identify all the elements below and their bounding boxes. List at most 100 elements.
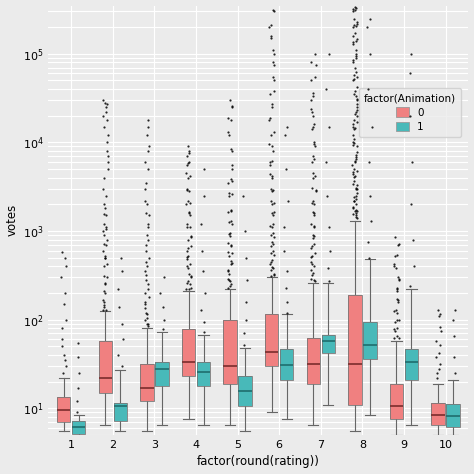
- Point: [103, 116, 111, 124]
- Point: [435, 306, 442, 313]
- Point: [184, 143, 191, 150]
- Point: [269, 238, 276, 246]
- Point: [349, 56, 357, 64]
- Point: [270, 7, 277, 14]
- Point: [391, 318, 398, 326]
- Point: [114, 351, 122, 359]
- Point: [349, 8, 356, 15]
- Point: [354, 20, 361, 28]
- Point: [281, 247, 288, 255]
- Point: [395, 273, 402, 281]
- Point: [268, 143, 276, 150]
- Point: [225, 270, 233, 278]
- Point: [144, 281, 151, 288]
- Point: [184, 236, 192, 244]
- Point: [104, 165, 111, 173]
- Point: [185, 285, 192, 293]
- Point: [73, 409, 81, 416]
- Point: [58, 273, 65, 281]
- Point: [227, 241, 235, 248]
- Point: [142, 271, 150, 279]
- Point: [144, 165, 152, 173]
- Point: [437, 327, 444, 335]
- Point: [270, 233, 277, 241]
- Point: [185, 270, 192, 278]
- Point: [228, 165, 236, 173]
- Point: [308, 108, 316, 116]
- Point: [243, 276, 251, 284]
- Point: [364, 238, 372, 246]
- Point: [267, 132, 274, 139]
- Point: [310, 155, 318, 163]
- Point: [310, 201, 318, 208]
- Point: [283, 123, 291, 131]
- Point: [432, 353, 440, 361]
- Point: [200, 318, 208, 326]
- Point: [349, 169, 356, 176]
- Point: [366, 192, 374, 200]
- Point: [101, 99, 109, 107]
- Bar: [140, 364, 154, 401]
- Point: [225, 276, 233, 284]
- Bar: [348, 295, 362, 405]
- Point: [101, 253, 109, 260]
- Point: [182, 285, 190, 293]
- Point: [141, 197, 149, 204]
- Point: [143, 320, 151, 328]
- Point: [352, 54, 360, 62]
- Point: [185, 158, 193, 166]
- Point: [270, 240, 277, 247]
- Point: [353, 195, 360, 203]
- Point: [100, 227, 107, 235]
- Point: [395, 240, 402, 247]
- Point: [267, 21, 274, 29]
- Point: [185, 150, 193, 157]
- Point: [353, 155, 360, 163]
- Point: [266, 162, 274, 169]
- Point: [350, 197, 358, 204]
- Point: [350, 75, 358, 83]
- Bar: [390, 383, 403, 419]
- Point: [228, 102, 236, 109]
- Point: [352, 213, 360, 220]
- Point: [349, 23, 356, 31]
- Point: [268, 264, 275, 271]
- Point: [351, 173, 358, 181]
- Point: [270, 50, 278, 57]
- Point: [325, 264, 332, 272]
- Point: [311, 250, 319, 257]
- Point: [390, 326, 398, 333]
- Point: [352, 154, 360, 161]
- Point: [353, 182, 360, 189]
- Point: [325, 123, 333, 131]
- Point: [267, 231, 274, 239]
- Point: [366, 50, 374, 57]
- Point: [187, 234, 195, 241]
- Point: [268, 188, 276, 195]
- Point: [395, 317, 402, 324]
- Point: [284, 197, 292, 204]
- Point: [392, 253, 399, 260]
- Bar: [322, 335, 335, 353]
- Point: [310, 174, 317, 182]
- Point: [183, 152, 191, 160]
- Point: [118, 268, 126, 275]
- Point: [393, 287, 401, 295]
- Point: [242, 227, 249, 235]
- Point: [349, 40, 357, 47]
- Point: [308, 252, 315, 259]
- Point: [267, 35, 275, 42]
- Point: [243, 316, 250, 323]
- Point: [267, 266, 274, 274]
- Bar: [99, 341, 112, 393]
- Point: [310, 212, 318, 219]
- Point: [312, 61, 319, 69]
- Point: [141, 289, 148, 297]
- Point: [353, 214, 361, 222]
- Point: [309, 123, 317, 131]
- Point: [352, 206, 360, 213]
- Point: [391, 334, 398, 342]
- Point: [353, 151, 360, 159]
- Bar: [265, 314, 278, 366]
- Point: [309, 169, 317, 177]
